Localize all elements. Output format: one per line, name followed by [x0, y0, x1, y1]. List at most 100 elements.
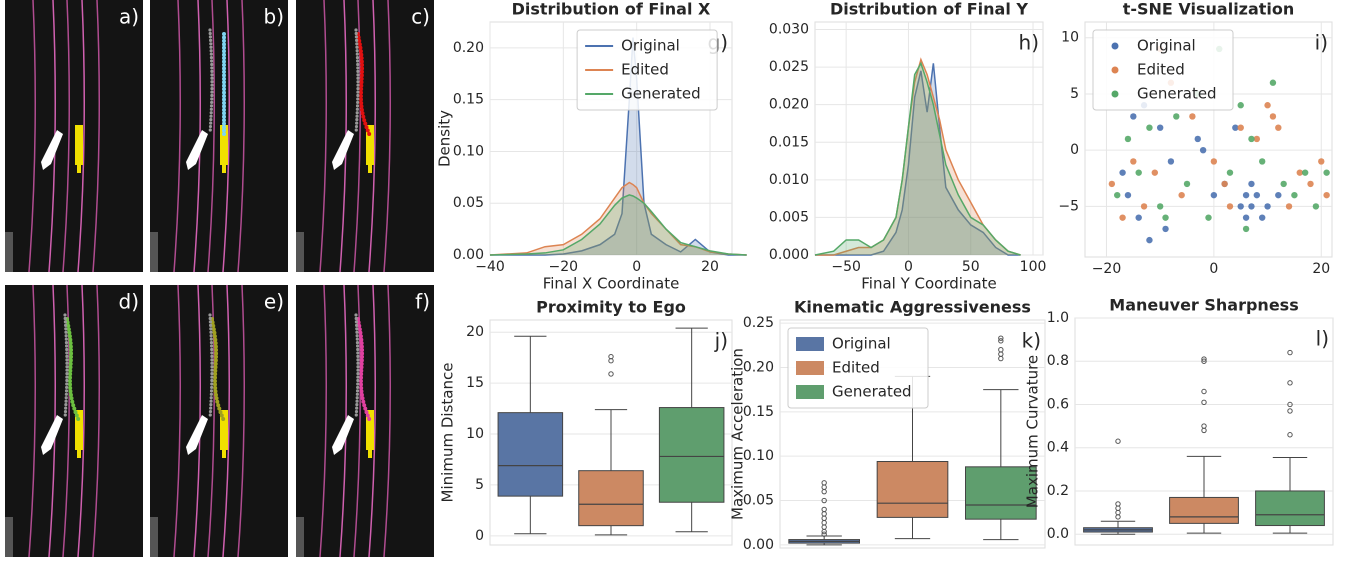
lane-line [77, 0, 85, 273]
trajectory-point [67, 330, 72, 335]
history-point [354, 316, 358, 321]
history-point [354, 320, 359, 324]
target-vehicle [366, 125, 374, 165]
y-tick-label: 5 [475, 477, 484, 493]
lane-line [222, 284, 230, 558]
trajectory-point [367, 417, 372, 421]
history-point [63, 409, 68, 414]
target-vehicle-tail [222, 450, 226, 458]
y-tick-label: 0.00 [453, 247, 484, 263]
y-tick-label: 0.000 [769, 247, 809, 263]
flier [608, 353, 614, 360]
trajectory-point [359, 73, 364, 78]
scene-background [150, 285, 288, 557]
scatter-point [1285, 203, 1293, 210]
scene-background [5, 0, 143, 272]
history-point [210, 347, 214, 352]
scatter-point [1226, 203, 1234, 210]
trajectory-point [222, 42, 226, 47]
history-point [355, 327, 359, 331]
trajectory-point [364, 125, 369, 130]
trajectory-point [222, 132, 226, 136]
x-tick-label: −20 [1092, 261, 1122, 277]
scatter-point [1248, 135, 1255, 143]
y-tick-label: 0.15 [453, 92, 484, 108]
scene-margin [150, 232, 158, 272]
trajectory-point [68, 337, 73, 342]
scatter-point [1124, 191, 1132, 199]
trajectory-point [213, 382, 218, 387]
history-point [355, 38, 359, 42]
y-tick-label: 15 [466, 375, 484, 391]
x-tick-label: −20 [549, 259, 579, 275]
history-point [209, 38, 213, 42]
y-tick-label: 0.8 [1047, 353, 1069, 369]
lane-line [368, 0, 376, 273]
trajectory-point [215, 399, 220, 404]
trajectory-point [69, 354, 74, 359]
scatter-point [1280, 180, 1287, 188]
trajectory-point [359, 382, 364, 387]
scatter-point [1140, 203, 1148, 210]
history-point [209, 45, 213, 49]
history-point [356, 375, 360, 379]
scene-background [296, 0, 434, 272]
trajectory-point [359, 100, 364, 105]
scatter-point [1146, 124, 1153, 131]
trajectory-point [222, 94, 226, 99]
trajectory-point [359, 389, 364, 394]
history-point [208, 413, 212, 417]
chart-title: Distribution of Final Y [830, 0, 1028, 19]
trajectory-point [357, 38, 362, 43]
legend-label: Generated [832, 383, 912, 401]
trajectory-point [365, 413, 370, 418]
trajectory-point [359, 90, 364, 95]
trajectory-point [217, 406, 222, 411]
history-point [209, 55, 214, 60]
box [578, 470, 644, 527]
trajectory-point [222, 111, 226, 116]
y-tick-label: 0.025 [769, 59, 809, 75]
scatter-point [1237, 124, 1244, 131]
trajectory-point [66, 327, 71, 332]
trajectory-point [359, 87, 364, 92]
x-axis-label: Final X Coordinate [543, 275, 680, 293]
history-point [65, 347, 69, 352]
history-point [209, 399, 213, 403]
scatter-point [1323, 169, 1330, 176]
flier [821, 506, 827, 513]
history-point [355, 340, 360, 345]
history-point [356, 59, 360, 63]
history-point [356, 372, 360, 376]
y-tick-label: 0.030 [769, 22, 809, 38]
scatter-point [1232, 124, 1239, 131]
trajectory-point [213, 337, 218, 342]
panel-label: i) [1315, 31, 1328, 55]
lane-line [222, 0, 230, 273]
trajectory-point [222, 56, 226, 61]
trajectory-point [360, 66, 365, 71]
trajectory-point [213, 361, 218, 366]
history-point [355, 323, 359, 327]
trajectory-point [68, 389, 73, 394]
history-point [356, 361, 360, 365]
scatter-point [1221, 180, 1228, 188]
y-axis-label: Density [436, 110, 454, 167]
lane-line [28, 284, 36, 558]
panel-label: b) [264, 5, 285, 29]
trajectory-point [222, 87, 226, 92]
history-point [64, 330, 68, 334]
flier [1287, 401, 1293, 408]
lane-line [383, 284, 391, 558]
trajectory-point [359, 107, 364, 112]
panel-label: c) [411, 5, 430, 29]
trajectory-point [359, 83, 364, 88]
trajectory-point [365, 128, 370, 133]
history-point [354, 413, 358, 417]
trajectory-point [359, 56, 364, 61]
y-tick-label: 10 [466, 426, 484, 442]
scatter-point [1119, 214, 1126, 221]
history-point [65, 382, 69, 386]
trajectory-point [359, 76, 364, 81]
trajectory-point [222, 76, 226, 81]
